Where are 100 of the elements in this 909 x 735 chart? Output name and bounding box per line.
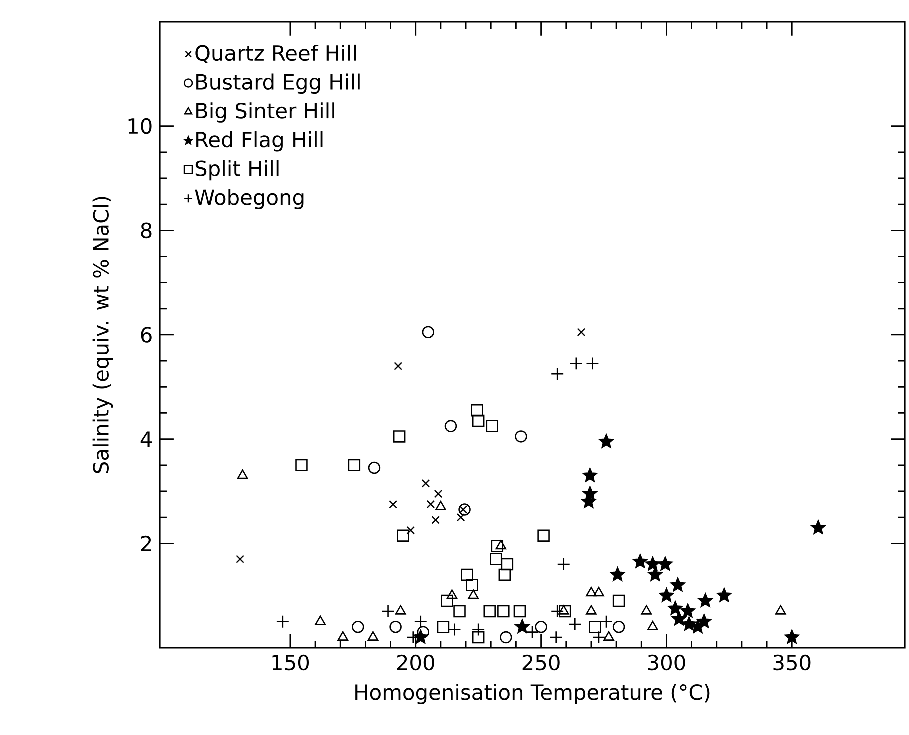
y-tick-label: 10 [128, 118, 152, 134]
point [486, 420, 499, 432]
point [395, 605, 406, 615]
point [568, 618, 582, 632]
point [680, 604, 696, 618]
y-tick-label: 4 [140, 432, 152, 447]
point [368, 462, 381, 474]
point [394, 362, 402, 370]
point [784, 630, 800, 644]
point [557, 558, 570, 572]
point [490, 553, 502, 566]
point [610, 567, 626, 582]
point [472, 414, 485, 428]
point [612, 594, 626, 608]
point [491, 540, 504, 552]
point [670, 578, 686, 592]
x-tick-label: 300 [648, 654, 686, 671]
point [501, 558, 514, 571]
point [697, 614, 712, 628]
point [406, 526, 416, 535]
point [570, 357, 584, 370]
point [414, 630, 428, 644]
point [526, 626, 540, 639]
point [393, 430, 406, 443]
point [397, 530, 410, 542]
point [484, 605, 496, 618]
point [604, 631, 614, 641]
point [315, 616, 326, 626]
point [458, 504, 471, 516]
point [659, 588, 674, 602]
point [550, 367, 564, 381]
x-tick-label: 150 [272, 654, 310, 671]
point [586, 357, 600, 370]
point [648, 620, 658, 631]
point [515, 619, 530, 634]
point [461, 568, 474, 582]
point [600, 615, 614, 629]
point [586, 587, 597, 597]
legend-label: Split Hill [196, 160, 279, 181]
point [414, 615, 428, 629]
point [717, 588, 732, 602]
x-tick-label: 350 [774, 654, 811, 671]
point [296, 459, 308, 472]
point [389, 500, 398, 509]
point [456, 513, 466, 522]
point [646, 556, 660, 571]
y-tick-label: 2 [141, 536, 152, 552]
point [444, 420, 458, 432]
legend-label: Bustard Egg Hill [196, 74, 360, 94]
point [352, 620, 364, 634]
point [582, 468, 598, 482]
legend-label: Wobegong [195, 189, 304, 210]
y-tick-label: 8 [141, 222, 152, 239]
point [382, 604, 395, 618]
point [422, 326, 435, 339]
point [422, 479, 430, 488]
point [558, 605, 570, 615]
x-axis-title: Homogenisation Temperature (°C) [356, 684, 710, 704]
x-tick-label: 250 [522, 654, 560, 671]
point [538, 530, 550, 542]
point [338, 631, 349, 641]
point [668, 601, 683, 616]
point [698, 593, 713, 608]
point [498, 605, 510, 618]
y-tick-label: 6 [141, 327, 152, 343]
y-axis-title: Salinity (equiv. wt % NaCl) [92, 197, 114, 474]
x-tick-label: 200 [397, 654, 434, 671]
point [446, 590, 458, 600]
point [648, 567, 663, 582]
point [612, 620, 626, 634]
point [448, 623, 462, 636]
point [682, 616, 697, 631]
point [498, 568, 512, 582]
point [237, 470, 248, 480]
legend-label: Red Flag Hill [196, 131, 323, 152]
point [641, 605, 652, 615]
point [441, 594, 454, 608]
point [390, 620, 402, 634]
point [592, 630, 606, 644]
point [468, 590, 479, 600]
point [550, 630, 563, 644]
legend-label: Quartz Reef Hill [196, 44, 356, 64]
point [466, 579, 478, 592]
legend-label: Big Sinter Hill [196, 102, 334, 123]
point [348, 459, 361, 472]
point [437, 620, 450, 634]
point [436, 501, 446, 511]
point [515, 430, 528, 443]
point [471, 404, 484, 417]
point [454, 605, 466, 618]
point [577, 328, 586, 337]
point [500, 631, 512, 644]
point [589, 620, 602, 634]
point [426, 500, 436, 509]
point [368, 631, 379, 641]
point [276, 615, 290, 629]
point [472, 631, 485, 644]
point [775, 605, 786, 615]
point [535, 620, 548, 634]
point [586, 605, 597, 615]
